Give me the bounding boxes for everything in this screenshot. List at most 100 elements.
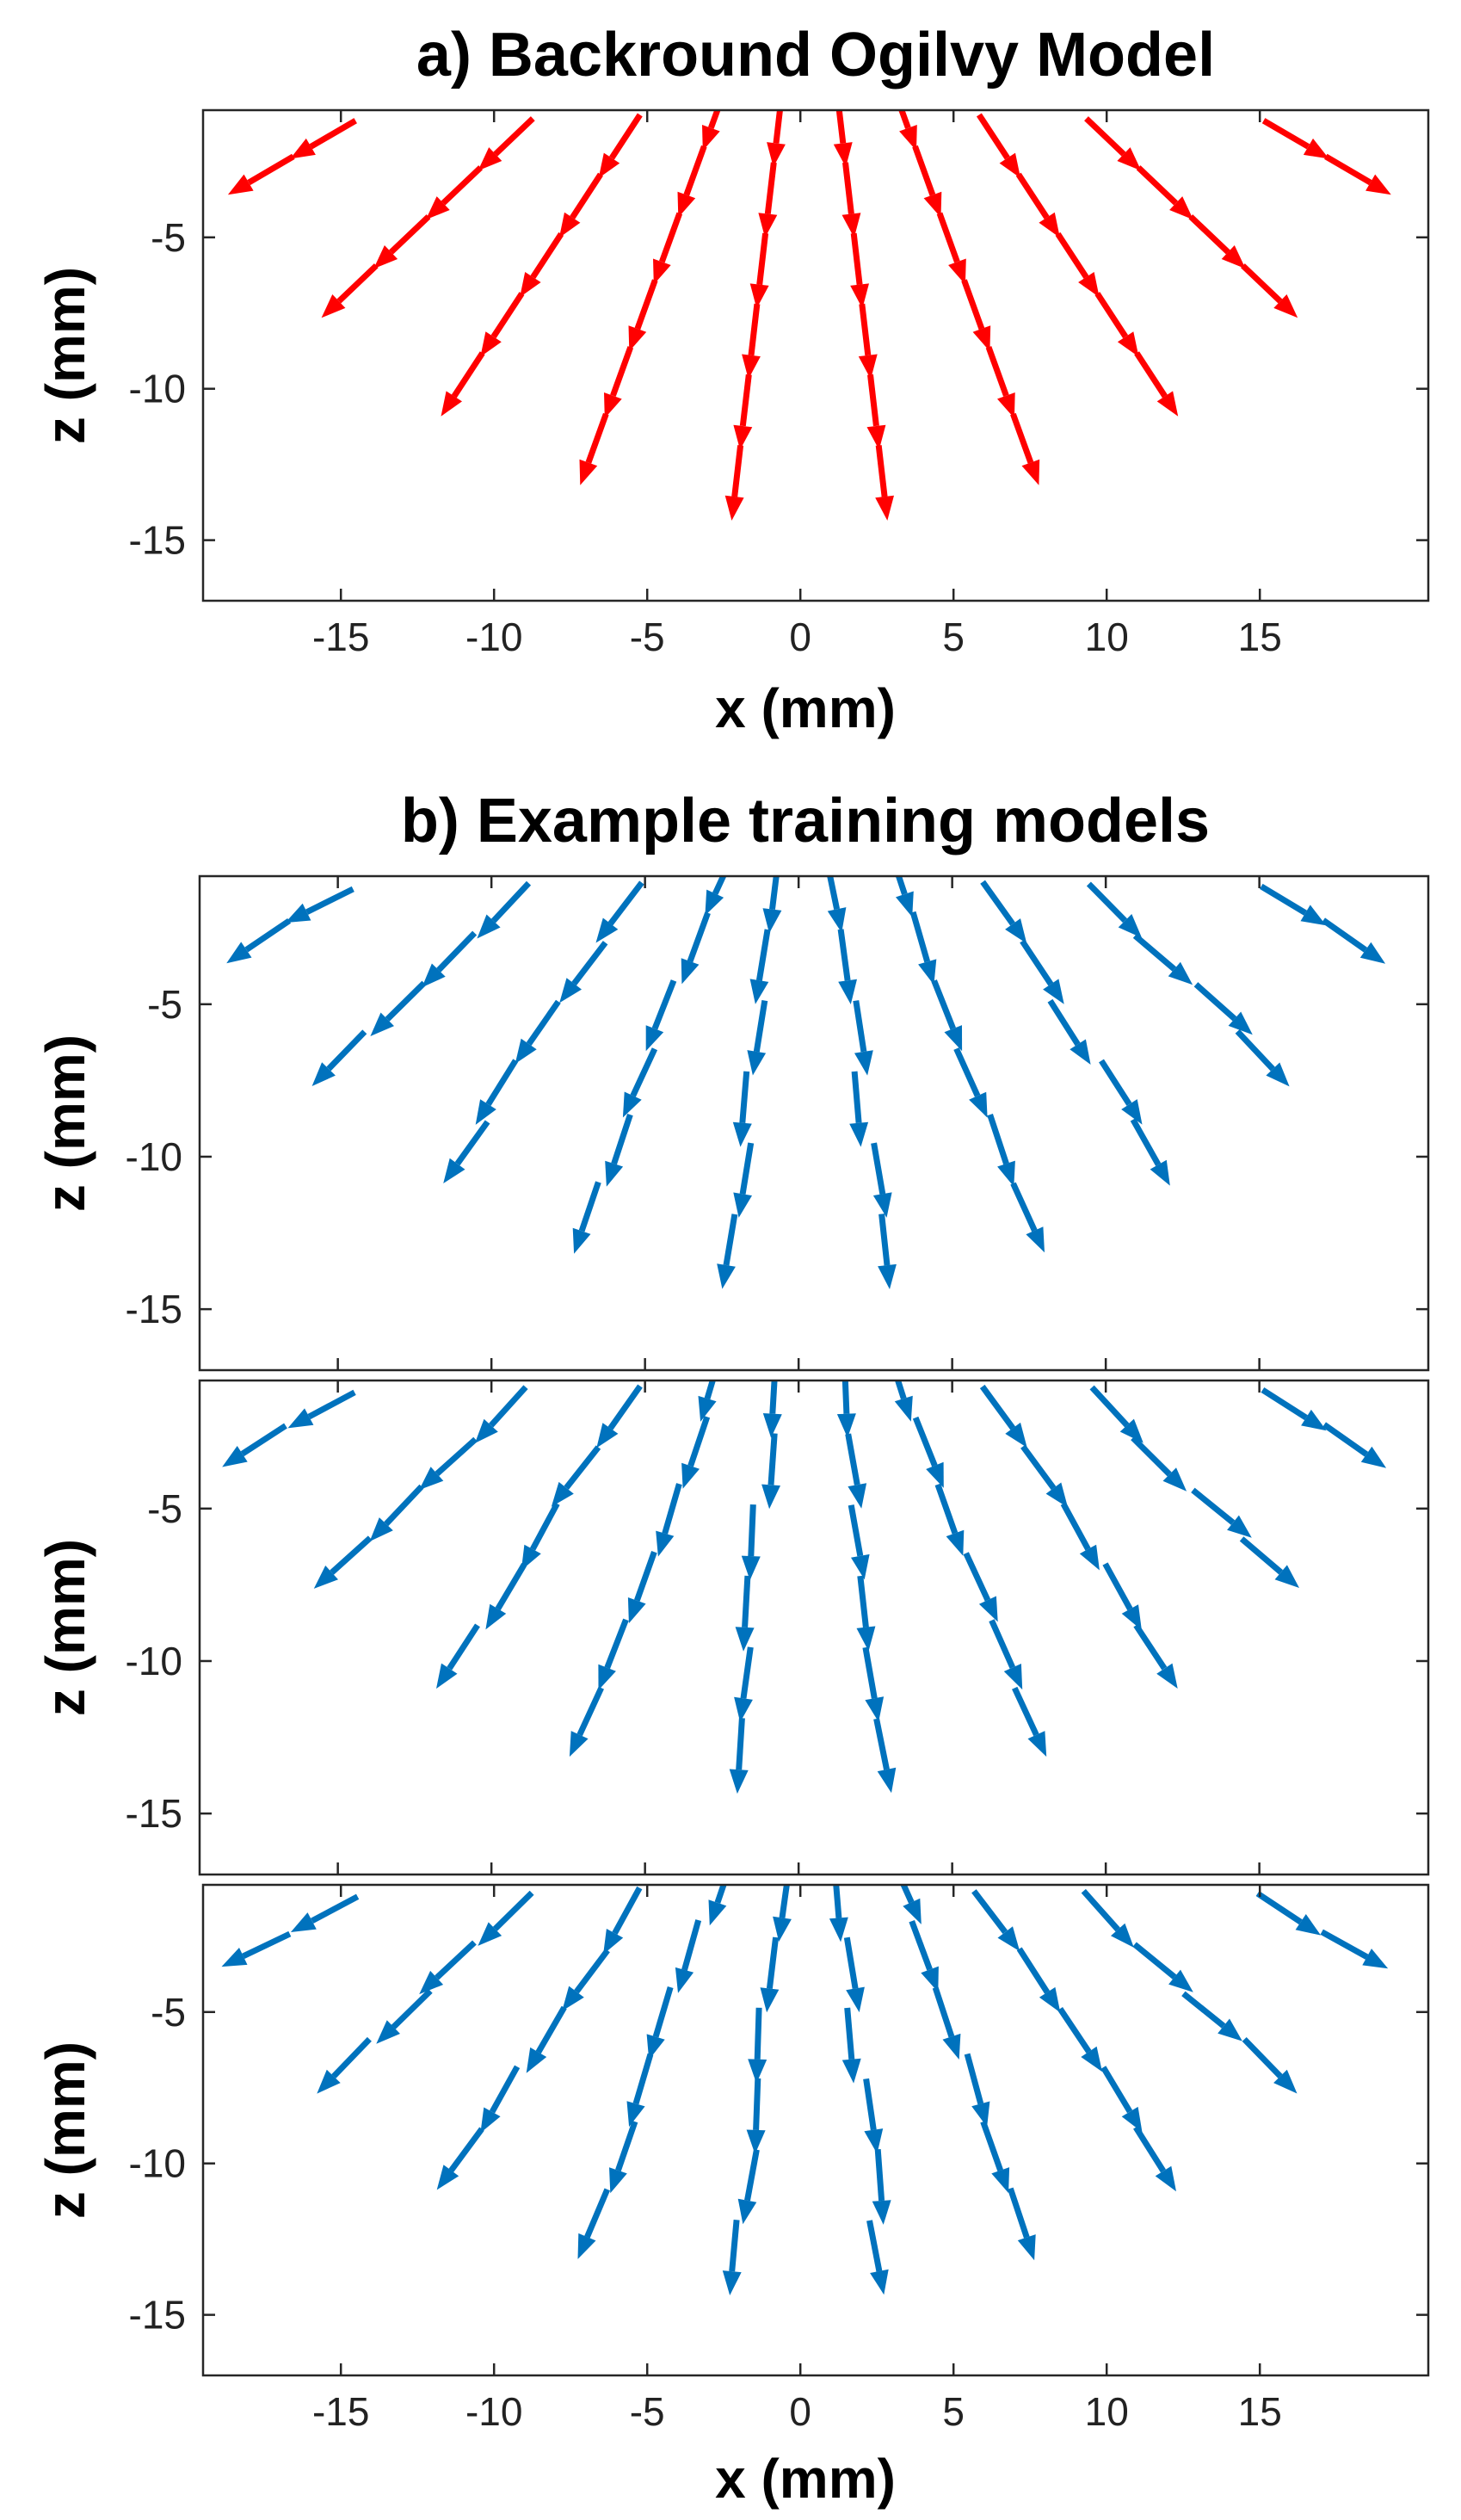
arrow	[1094, 292, 1139, 357]
arrow	[1255, 1891, 1322, 1936]
arrow	[875, 445, 894, 521]
arrow	[419, 1436, 478, 1491]
arrow	[227, 153, 295, 195]
panel-a-title: a) Backround Ogilvy Model	[416, 21, 1215, 90]
arrow	[762, 876, 782, 934]
arrow	[656, 1483, 682, 1557]
panel-b3-ticks: -15 -10 -5 0 5 10 15 -5 -10 -15	[129, 1885, 1428, 2434]
arrow	[1133, 2125, 1176, 2192]
arrow	[858, 303, 878, 380]
panel-b-title: b) Example training models	[401, 787, 1210, 855]
arrow	[221, 1930, 292, 1967]
arrow	[478, 1890, 534, 1946]
arrow	[705, 876, 727, 916]
arrow	[843, 1936, 865, 2013]
arrow	[628, 279, 658, 352]
arrow	[609, 2120, 638, 2194]
arrow	[603, 1886, 643, 1955]
arrow	[1242, 2036, 1298, 2094]
arrow	[909, 911, 937, 985]
arrow	[622, 1047, 658, 1118]
arrow	[436, 2127, 484, 2190]
arrow	[878, 1214, 897, 1289]
arrow	[894, 1380, 913, 1422]
arrow	[936, 212, 966, 285]
arrow	[980, 2121, 1010, 2194]
arrow	[290, 1893, 360, 1932]
arrow	[1131, 1436, 1187, 1492]
arrow	[758, 162, 778, 238]
x-tick-label: -10	[465, 2389, 522, 2434]
arrow	[313, 1535, 373, 1589]
arrow	[562, 1949, 610, 2011]
arrow	[376, 1988, 433, 2044]
panel-a-arrows	[227, 110, 1391, 521]
arrow	[749, 232, 769, 309]
panel-b1: b) Example training models -5 -10 -15 z (m…	[34, 787, 1430, 1372]
arrow	[829, 1885, 848, 1942]
arrow	[1136, 165, 1193, 220]
arrow	[1015, 172, 1060, 238]
arrow	[596, 1384, 643, 1448]
arrow	[1102, 1562, 1142, 1631]
arrow	[1084, 116, 1142, 171]
arrow	[742, 303, 761, 380]
arrow	[1181, 1991, 1242, 2041]
arrow	[900, 1885, 922, 1924]
x-tick-label: 15	[1238, 2389, 1282, 2434]
panel-a-frame	[201, 108, 1430, 602]
arrow	[1012, 1686, 1047, 1757]
x-tick-label: 0	[789, 2389, 811, 2434]
arrow	[419, 1940, 477, 1995]
arrow	[520, 232, 564, 298]
arrow	[989, 1619, 1023, 1690]
arrow	[605, 1114, 633, 1187]
arrow	[1235, 1029, 1290, 1087]
arrow	[827, 876, 847, 933]
arrow	[627, 1551, 657, 1624]
x-tick-label: 15	[1238, 615, 1282, 659]
arrow	[222, 1423, 287, 1467]
arrow	[675, 1919, 702, 1993]
arrow	[1060, 1502, 1100, 1571]
arrow	[1055, 232, 1100, 298]
panel-b3-xlabel: x (mm)	[715, 2448, 896, 2510]
arrow	[850, 232, 869, 309]
arrow	[422, 930, 478, 988]
arrow	[708, 1885, 727, 1926]
arrow	[1134, 351, 1179, 417]
arrow	[1239, 1536, 1299, 1588]
arrow	[1010, 412, 1040, 485]
arrow	[681, 911, 711, 985]
arrow	[604, 346, 634, 418]
arrow	[285, 886, 354, 923]
arrow	[862, 1646, 885, 1722]
arrow	[1132, 1942, 1193, 1992]
arrow	[833, 110, 853, 168]
arrow	[1132, 933, 1193, 985]
arrow	[521, 1502, 560, 1571]
y-tick-label: -15	[129, 518, 186, 563]
arrow	[559, 941, 608, 1004]
arrow	[677, 145, 707, 218]
arrow	[964, 2053, 990, 2128]
arrow	[1188, 214, 1246, 269]
arrow	[598, 113, 643, 178]
arrow	[841, 2007, 861, 2084]
arrow	[702, 110, 721, 151]
arrow	[848, 1504, 870, 1580]
arrow	[912, 1416, 944, 1488]
arrow	[841, 162, 861, 238]
arrow	[735, 1575, 755, 1652]
arrow	[425, 165, 484, 220]
x-tick-label: 10	[1085, 2389, 1129, 2434]
arrow	[971, 1889, 1020, 1952]
y-tick-label: -5	[151, 215, 186, 260]
arrow	[853, 1000, 873, 1076]
arrow	[866, 2220, 889, 2295]
arrow	[987, 1113, 1015, 1187]
panel-b1-arrows	[226, 876, 1386, 1289]
x-tick-label: 0	[789, 615, 811, 659]
arrow	[480, 2065, 521, 2134]
arrow	[856, 1575, 876, 1652]
